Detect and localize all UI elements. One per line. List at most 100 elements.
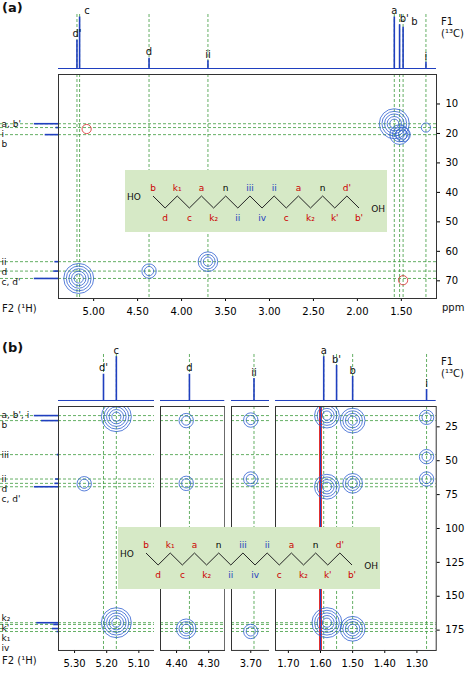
svg-text:d: d: [2, 267, 8, 277]
svg-text:d: d: [155, 570, 161, 580]
svg-text:HO: HO: [127, 192, 141, 202]
svg-text:40: 40: [446, 187, 459, 198]
svg-text:1.40: 1.40: [374, 658, 396, 669]
svg-text:1.50: 1.50: [342, 658, 364, 669]
svg-text:k₁: k₁: [173, 183, 182, 193]
svg-text:c, d': c, d': [2, 277, 21, 287]
svg-text:3.00: 3.00: [258, 306, 280, 317]
svg-text:4.50: 4.50: [126, 306, 148, 317]
svg-text:175: 175: [445, 624, 464, 635]
svg-text:n: n: [223, 183, 229, 193]
svg-text:20: 20: [446, 128, 459, 139]
svg-text:b: b: [143, 540, 149, 550]
svg-text:c: c: [84, 5, 90, 16]
svg-text:k': k': [324, 570, 332, 580]
svg-text:125: 125: [445, 557, 464, 568]
svg-text:1.60: 1.60: [310, 658, 332, 669]
svg-text:a: a: [199, 183, 205, 193]
svg-text:3.50: 3.50: [214, 306, 236, 317]
svg-text:n: n: [216, 540, 222, 550]
svg-text:ii: ii: [205, 49, 211, 60]
svg-text:k₂: k₂: [2, 613, 11, 623]
svg-text:a: a: [321, 345, 327, 356]
svg-text:d: d: [2, 484, 8, 494]
svg-text:b': b': [348, 570, 356, 580]
svg-text:b: b: [2, 139, 8, 149]
svg-text:n: n: [320, 183, 326, 193]
svg-text:k₂: k₂: [209, 213, 218, 223]
svg-text:2.00: 2.00: [346, 306, 368, 317]
svg-text:OH: OH: [364, 561, 378, 571]
svg-text:a: a: [296, 183, 302, 193]
svg-text:1.70: 1.70: [278, 658, 300, 669]
svg-text:b': b': [400, 13, 409, 24]
svg-text:10: 10: [446, 98, 459, 109]
svg-text:50: 50: [445, 455, 458, 466]
svg-text:d': d': [72, 28, 81, 39]
svg-text:70: 70: [446, 275, 459, 286]
svg-text:d: d: [162, 213, 168, 223]
svg-text:5.20: 5.20: [96, 658, 118, 669]
svg-text:b: b: [350, 365, 356, 376]
svg-text:a, b': a, b': [2, 119, 21, 129]
svg-text:i: i: [425, 378, 428, 389]
svg-text:OH: OH: [371, 204, 385, 214]
svg-text:k₁: k₁: [166, 540, 175, 550]
svg-text:k₁: k₁: [2, 633, 11, 643]
svg-text:ii: ii: [2, 257, 7, 267]
svg-text:5.00: 5.00: [83, 306, 105, 317]
svg-text:d': d': [99, 362, 108, 373]
svg-text:150: 150: [445, 590, 464, 601]
svg-text:4.00: 4.00: [170, 306, 192, 317]
svg-text:iii: iii: [246, 183, 254, 193]
svg-text:75: 75: [445, 489, 458, 500]
svg-text:25: 25: [445, 421, 458, 432]
svg-text:5.10: 5.10: [128, 658, 150, 669]
svg-text:c: c: [187, 213, 192, 223]
svg-text:d: d: [146, 46, 152, 57]
svg-text:d: d: [187, 362, 193, 373]
svg-text:ii: ii: [2, 474, 7, 484]
svg-text:d': d': [343, 183, 351, 193]
svg-text:k₂: k₂: [299, 570, 308, 580]
svg-text:HO: HO: [120, 549, 134, 559]
svg-text:b': b': [332, 354, 341, 365]
svg-text:b: b: [2, 420, 8, 430]
svg-text:30: 30: [446, 157, 459, 168]
svg-text:2.50: 2.50: [302, 306, 324, 317]
svg-text:iv: iv: [2, 643, 11, 653]
svg-text:c: c: [277, 570, 282, 580]
svg-text:a, b', i: a, b', i: [2, 410, 30, 420]
svg-text:ii: ii: [235, 213, 240, 223]
svg-text:c, d': c, d': [2, 494, 21, 504]
svg-text:ii: ii: [228, 570, 233, 580]
svg-text:n: n: [313, 540, 319, 550]
svg-text:4.40: 4.40: [166, 658, 188, 669]
svg-text:a: a: [192, 540, 198, 550]
svg-text:iii: iii: [239, 540, 247, 550]
svg-text:b': b': [355, 213, 363, 223]
svg-text:i: i: [2, 129, 5, 139]
svg-text:d': d': [336, 540, 344, 550]
svg-text:60: 60: [446, 246, 459, 257]
svg-text:iii: iii: [2, 450, 10, 460]
svg-text:100: 100: [445, 523, 464, 534]
svg-text:k₂: k₂: [306, 213, 315, 223]
svg-text:i: i: [425, 51, 428, 62]
svg-text:k₂: k₂: [202, 570, 211, 580]
svg-text:1.30: 1.30: [406, 658, 428, 669]
svg-text:3.70: 3.70: [239, 658, 261, 669]
svg-text:ii: ii: [272, 183, 277, 193]
svg-text:a: a: [289, 540, 295, 550]
svg-text:c: c: [180, 570, 185, 580]
svg-text:a: a: [391, 5, 397, 16]
svg-text:k': k': [331, 213, 339, 223]
svg-text:ii: ii: [265, 540, 270, 550]
svg-text:1.50: 1.50: [390, 306, 412, 317]
svg-text:4.30: 4.30: [198, 658, 220, 669]
svg-text:c: c: [114, 345, 120, 356]
svg-text:5.30: 5.30: [63, 658, 85, 669]
svg-text:50: 50: [446, 216, 459, 227]
svg-text:c: c: [284, 213, 289, 223]
svg-text:iv: iv: [258, 213, 267, 223]
